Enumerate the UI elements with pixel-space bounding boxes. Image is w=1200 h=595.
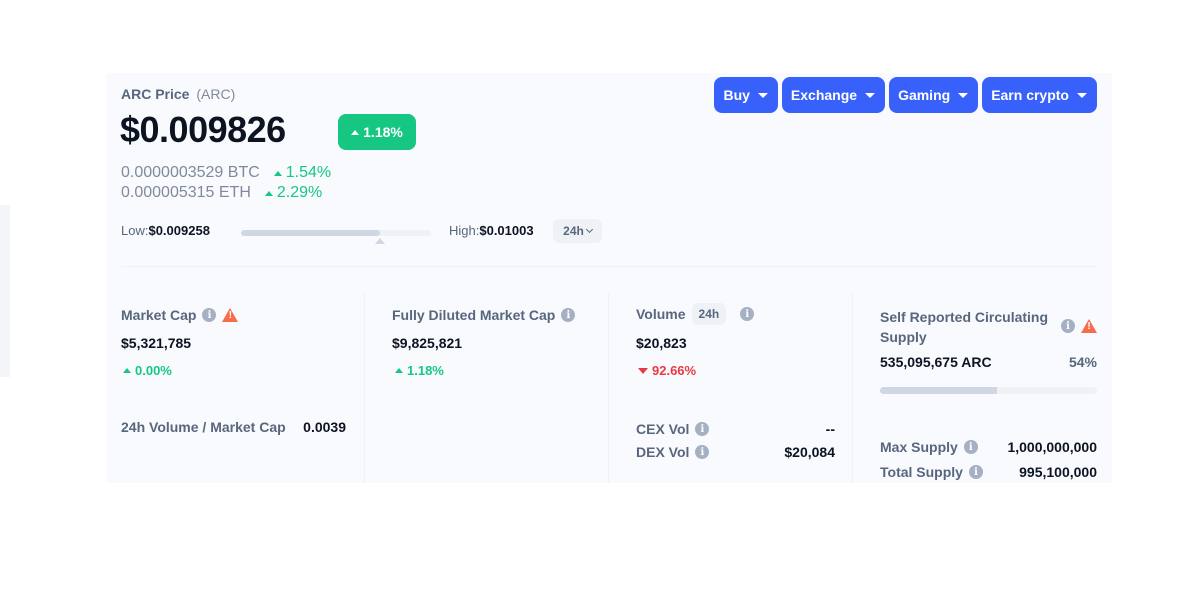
total-supply-label: Total Supply i (880, 464, 983, 480)
max-supply-label: Max Supply i (880, 439, 978, 455)
volume-change: 92.66% (638, 363, 696, 378)
coin-symbol: (ARC) (196, 86, 236, 102)
fdmc-change-value: 1.18% (407, 363, 444, 378)
btc-conversion: 0.0000003529 BTC 1.54% (121, 164, 331, 182)
warning-icon[interactable] (222, 308, 239, 322)
coin-stats-panel: ARC Price (ARC) $0.009826 1.18% 0.000000… (107, 73, 1112, 483)
info-icon[interactable]: i (1061, 319, 1075, 333)
range-bar-fill (241, 230, 380, 236)
market-cap-change-value: 0.00% (135, 363, 172, 378)
caret-down-icon (958, 92, 969, 98)
info-icon[interactable]: i (561, 308, 576, 322)
info-icon[interactable]: i (695, 422, 710, 436)
fdmc-value: $9,825,821 (392, 335, 463, 351)
cex-vol-label: CEX Vol i (636, 421, 710, 437)
dex-vol-label-text: DEX Vol (636, 444, 690, 460)
range-period-label: 24h (563, 224, 584, 238)
range-low-value: $0.009258 (148, 223, 210, 238)
cex-vol-label-text: CEX Vol (636, 421, 690, 437)
vol-mcap-label: 24h Volume / Market Cap (121, 419, 286, 435)
btc-change: 1.54% (273, 164, 332, 182)
volume-label: Volume (636, 306, 686, 322)
coin-title: ARC Price (ARC) (121, 86, 235, 102)
price-range: Low:$0.009258 High:$0.01003 24h (121, 219, 611, 244)
caret-down-icon (638, 367, 648, 374)
caret-down-icon (1077, 92, 1087, 98)
caret-down-icon (757, 92, 768, 98)
dex-vol-value: $20,084 (784, 444, 835, 460)
circulating-supply-percent: 54% (1068, 354, 1097, 370)
eth-conversion: 0.000005315 ETH 2.29% (121, 184, 322, 202)
gaming-button-label: Gaming (898, 87, 951, 103)
market-cap-label: Market Cap (121, 307, 197, 323)
eth-change: 2.29% (264, 184, 323, 202)
range-marker-icon (374, 238, 385, 244)
range-high-label: High: (449, 223, 480, 238)
fdmc-change: 1.18% (395, 363, 444, 378)
total-supply-value: 995,100,000 (1019, 464, 1097, 480)
warning-icon[interactable] (1081, 319, 1097, 333)
column-separator (608, 293, 609, 483)
volume-period-tag[interactable]: 24h (691, 303, 727, 325)
column-separator (364, 293, 365, 483)
info-icon[interactable]: i (202, 308, 217, 322)
range-high-value: $0.01003 (479, 223, 534, 238)
info-icon[interactable]: i (963, 440, 978, 454)
range-high: High:$0.01003 (449, 223, 534, 238)
earn-crypto-button-label: Earn crypto (991, 87, 1069, 103)
supply-title: Self Reported Circulating Supply (880, 309, 1049, 345)
market-cap-title: Market Cap i (121, 307, 239, 323)
coin-name: ARC Price (121, 86, 190, 102)
range-low: Low:$0.009258 (121, 223, 210, 238)
eth-price: 0.000005315 ETH (121, 184, 251, 201)
volume-title: Volume 24h i (636, 303, 755, 325)
action-buttons: Buy Exchange Gaming Earn crypto (714, 77, 1097, 113)
circulating-supply-value: 535,095,675 ARC (880, 354, 992, 370)
cex-vol-value: -- (825, 421, 835, 437)
gaming-button[interactable]: Gaming (889, 77, 979, 113)
caret-up-icon (123, 368, 131, 373)
volume-value: $20,823 (636, 335, 687, 351)
earn-crypto-button[interactable]: Earn crypto (982, 77, 1097, 113)
btc-change-value: 1.54% (285, 164, 332, 181)
supply-progress-bar (880, 387, 1097, 394)
exchange-button-label: Exchange (790, 87, 858, 103)
buy-button-label: Buy (723, 87, 750, 103)
fdmc-label: Fully Diluted Market Cap (392, 307, 556, 323)
caret-up-icon (395, 368, 403, 373)
vol-mcap-value: 0.0039 (303, 419, 346, 435)
max-supply-label-text: Max Supply (880, 439, 958, 455)
info-icon[interactable]: i (740, 307, 755, 321)
chevron-down-icon (585, 225, 593, 234)
range-low-label: Low: (121, 223, 149, 238)
market-cap-value: $5,321,785 (121, 335, 192, 351)
market-cap-change: 0.00% (123, 363, 172, 378)
buy-button[interactable]: Buy (714, 77, 778, 113)
fdmc-title: Fully Diluted Market Cap i (392, 307, 576, 323)
left-edge-strip (0, 205, 10, 377)
range-period-select[interactable]: 24h (553, 219, 602, 243)
caret-up-icon (273, 170, 282, 176)
info-icon[interactable]: i (968, 465, 983, 479)
info-icon[interactable]: i (695, 445, 710, 459)
range-bar (241, 230, 431, 236)
caret-up-icon (351, 129, 360, 135)
btc-price: 0.0000003529 BTC (121, 164, 260, 181)
exchange-button[interactable]: Exchange (781, 77, 886, 113)
price-change-badge: 1.18% (338, 114, 416, 150)
max-supply-value: 1,000,000,000 (1007, 439, 1097, 455)
volume-change-value: 92.66% (652, 363, 697, 378)
supply-progress-fill (880, 387, 998, 394)
total-supply-label-text: Total Supply (880, 464, 963, 480)
eth-change-value: 2.29% (276, 184, 323, 201)
dex-vol-label: DEX Vol i (636, 444, 710, 460)
caret-up-icon (264, 190, 273, 196)
section-divider (121, 266, 1097, 267)
price-change-value: 1.18% (363, 124, 403, 140)
caret-down-icon (865, 92, 876, 98)
coin-price: $0.009826 (120, 109, 286, 150)
column-separator (852, 293, 853, 483)
